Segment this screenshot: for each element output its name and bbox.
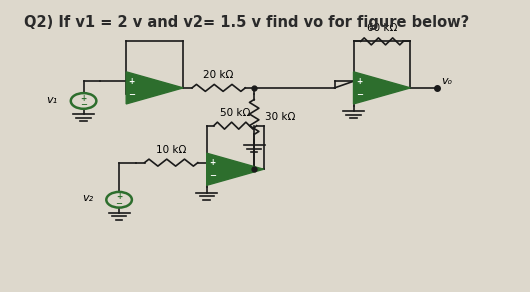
Polygon shape: [126, 72, 183, 104]
Text: v₁: v₁: [47, 95, 58, 105]
Text: 20 kΩ: 20 kΩ: [204, 70, 234, 80]
Text: vₒ: vₒ: [441, 77, 453, 86]
Text: +: +: [209, 158, 216, 167]
Text: −: −: [80, 100, 87, 109]
Text: 10 kΩ: 10 kΩ: [156, 145, 187, 154]
Text: +: +: [356, 77, 363, 86]
Text: −: −: [128, 90, 135, 99]
Text: −: −: [209, 171, 216, 180]
Text: +: +: [116, 192, 122, 201]
Text: +: +: [81, 93, 87, 102]
Text: Q2) If v1 = 2 v and v2= 1.5 v find vo for figure below?: Q2) If v1 = 2 v and v2= 1.5 v find vo fo…: [24, 15, 470, 30]
Text: 50 kΩ: 50 kΩ: [220, 107, 250, 117]
Polygon shape: [354, 72, 410, 104]
Polygon shape: [207, 153, 263, 185]
Text: +: +: [129, 77, 135, 86]
Text: −: −: [116, 199, 122, 208]
Text: 30 kΩ: 30 kΩ: [264, 112, 295, 122]
Text: 60 kΩ: 60 kΩ: [367, 23, 397, 33]
Text: −: −: [356, 90, 363, 99]
Text: v₂: v₂: [82, 193, 93, 203]
